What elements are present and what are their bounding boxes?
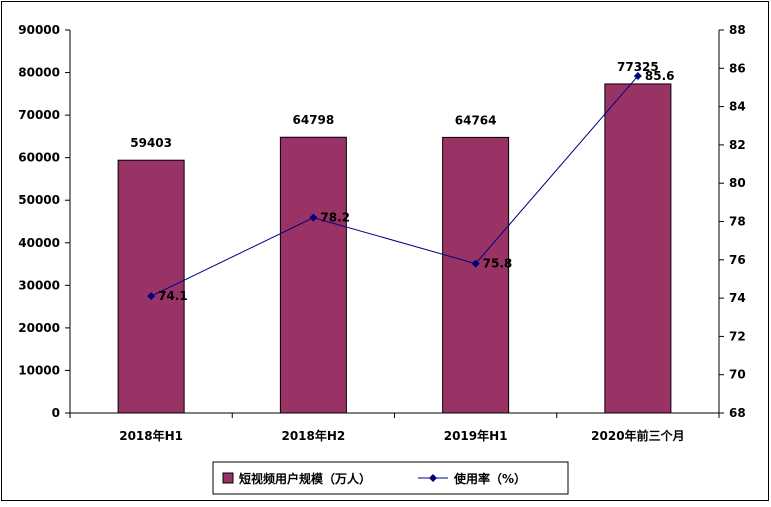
right-tick-label: 78: [729, 215, 746, 229]
usage-line: [147, 71, 642, 301]
left-tick-label: 40000: [18, 236, 60, 250]
left-tick-label: 80000: [18, 66, 60, 80]
right-tick-label: 74: [729, 291, 746, 305]
left-tick-label: 30000: [18, 278, 60, 292]
right-tick-label: 86: [729, 61, 746, 75]
bar-value-label: 59403: [130, 136, 172, 150]
right-tick-label: 88: [729, 23, 746, 37]
axes: 0 10000 20000 30000 40000 50000 60000 70000 8000…: [18, 23, 745, 443]
legend: 短视频用户规模（万人） 使用率（%）: [212, 461, 569, 495]
bars: [117, 83, 672, 414]
bar: [604, 83, 672, 414]
left-tick-label: 70000: [18, 108, 60, 122]
usage-value-label: 85.6: [645, 69, 675, 83]
usage-value-label: 75.8: [483, 257, 513, 271]
right-tick-label: 84: [729, 100, 746, 114]
bar: [117, 159, 185, 414]
x-tick-label: 2020年前三个月: [591, 428, 684, 443]
right-tick-label: 76: [729, 253, 746, 267]
x-tick-label: 2019年H1: [444, 428, 508, 443]
left-tick-label: 90000: [18, 23, 60, 37]
legend-bar-label: 短视频用户规模（万人）: [239, 471, 371, 486]
legend-box: [212, 461, 569, 495]
right-tick-label: 80: [729, 176, 746, 190]
legend-bar-swatch: [222, 472, 234, 484]
legend-line-marker: [429, 474, 437, 482]
legend-line-label: 使用率（%）: [453, 471, 526, 486]
usage-point-marker: [147, 292, 156, 301]
right-tick-label: 68: [729, 406, 746, 420]
usage-value-label: 74.1: [158, 289, 188, 303]
bar: [279, 136, 347, 414]
left-tick-label: 20000: [18, 321, 60, 335]
left-tick-label: 60000: [18, 151, 60, 165]
left-tick-label: 0: [52, 406, 60, 420]
bar-value-label: 64798: [293, 113, 335, 127]
x-tick-label: 2018年H1: [119, 428, 183, 443]
usage-point-marker: [633, 71, 642, 80]
usage-value-label: 78.2: [320, 211, 350, 225]
data-labels: 59403 64798 64764 77325 74.1 78.2 75.8 85.6: [130, 60, 674, 303]
usage-point-marker: [309, 213, 318, 222]
right-tick-label: 82: [729, 138, 746, 152]
bar: [442, 136, 510, 414]
left-tick-label: 50000: [18, 193, 60, 207]
usage-line-path: [150, 75, 639, 297]
right-tick-label: 72: [729, 329, 746, 343]
x-tick-label: 2018年H2: [281, 428, 345, 443]
right-tick-label: 70: [729, 368, 746, 382]
bar-value-label: 77325: [617, 60, 659, 74]
left-tick-label: 10000: [18, 363, 60, 377]
bar-value-label: 64764: [455, 113, 497, 127]
usage-point-marker: [471, 259, 480, 268]
